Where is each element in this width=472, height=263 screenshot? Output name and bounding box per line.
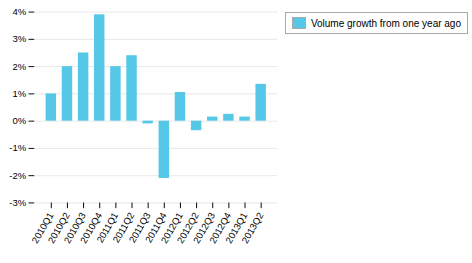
svg-text:2010Q1: 2010Q1: [29, 210, 56, 246]
svg-text:1%: 1%: [12, 88, 26, 99]
svg-text:-2%: -2%: [9, 170, 26, 181]
svg-text:2010Q4: 2010Q4: [77, 210, 105, 246]
svg-text:2012Q4: 2012Q4: [206, 210, 234, 246]
svg-text:-1%: -1%: [9, 142, 26, 153]
svg-text:0%: 0%: [12, 115, 26, 126]
svg-text:3%: 3%: [12, 33, 26, 44]
svg-text:2011Q3: 2011Q3: [126, 210, 153, 245]
svg-text:2011Q2: 2011Q2: [110, 210, 137, 245]
svg-text:2012Q3: 2012Q3: [190, 210, 218, 246]
svg-text:2013Q2: 2013Q2: [239, 210, 265, 245]
svg-text:2010Q2: 2010Q2: [45, 210, 72, 246]
svg-text:2011Q1: 2011Q1: [94, 210, 121, 245]
svg-text:2%: 2%: [12, 61, 26, 72]
svg-text:4%: 4%: [12, 6, 26, 17]
svg-text:2012Q1: 2012Q1: [158, 210, 185, 246]
svg-text:2010Q3: 2010Q3: [61, 210, 88, 246]
svg-text:2011Q4: 2011Q4: [142, 210, 169, 245]
svg-text:2012Q2: 2012Q2: [174, 210, 201, 246]
svg-text:2013Q1: 2013Q1: [223, 210, 250, 246]
html-text:Volume growth from one year ag: Volume growth from one year ago: [310, 17, 461, 29]
svg-text:-3%: -3%: [9, 197, 26, 208]
